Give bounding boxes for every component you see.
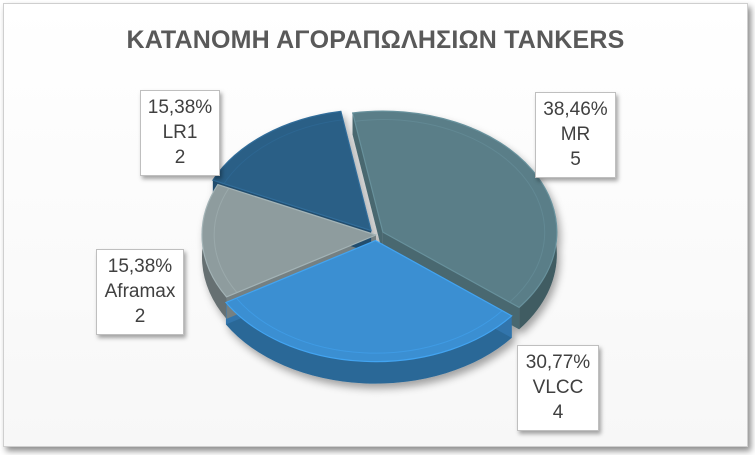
data-label-value: 5 (570, 149, 581, 170)
chart-area: ΚΑΤΑΝΟΜΗ ΑΓΟΡΑΠΩΛΗΣΙΩΝ TANKERS 38,46% MR… (3, 3, 748, 447)
pie-slice-bevel-vlcc (236, 297, 503, 354)
data-label-percent: 38,46% (543, 99, 608, 120)
data-label-category: MR (560, 124, 591, 145)
data-label-aframax: 15,38% Aframax 2 (96, 249, 184, 335)
pie-slice-edge-mr (352, 112, 383, 255)
pie-slice-vlcc (224, 239, 513, 363)
pie-slice-bevel-mr (354, 119, 546, 303)
pie-slice-mr (351, 110, 558, 309)
pie-slice-aframax (201, 183, 378, 298)
data-label-mr: 38,46% MR 5 (535, 92, 616, 178)
pie-slice-bevel-lr1 (223, 119, 344, 184)
chart-title: ΚΑΤΑΝΟΜΗ ΑΓΟΡΑΠΩΛΗΣΙΩΝ TANKERS (126, 26, 625, 54)
data-label-value: 2 (174, 147, 186, 168)
data-label-percent: 15,38% (107, 256, 173, 277)
pie-slice-bevel-aframax (213, 187, 238, 293)
data-label-category: Aframax (104, 281, 176, 302)
data-label-vlcc: 30,77% VLCC 4 (517, 345, 599, 431)
data-label-value: 4 (552, 402, 564, 423)
data-label-category: VLCC (532, 377, 584, 398)
pie-slice-side-vlcc (225, 302, 512, 384)
data-label-lr1: 15,38% LR1 2 (140, 90, 220, 176)
data-label-value: 2 (134, 306, 146, 327)
data-label-category: LR1 (162, 122, 198, 143)
data-label-percent: 30,77% (525, 352, 591, 373)
data-label-percent: 15,38% (147, 97, 213, 118)
pie-chart (201, 110, 558, 384)
